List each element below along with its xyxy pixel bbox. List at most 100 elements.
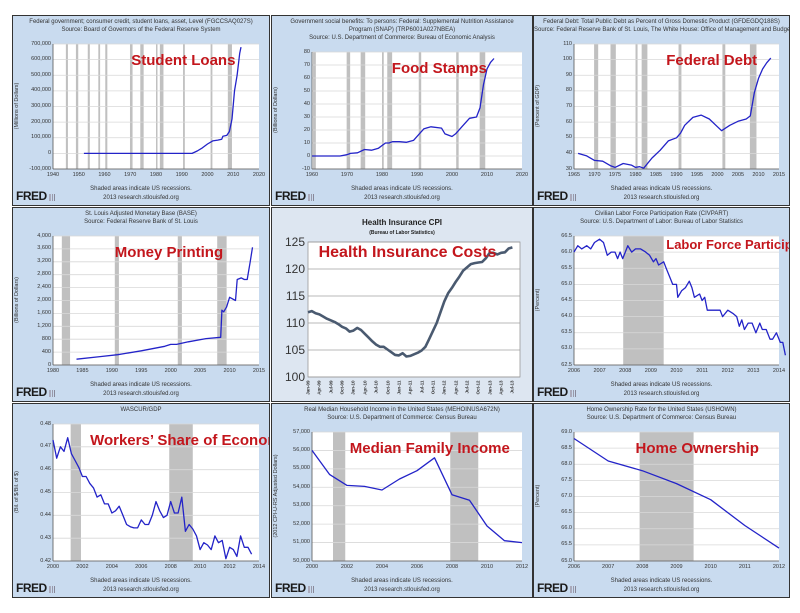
series-line (52, 437, 253, 560)
series-line (573, 238, 787, 356)
fred-logo-text: FRED (275, 189, 306, 203)
x-tick-label: 1940 (46, 172, 60, 178)
y-tick-label: 67.5 (561, 476, 572, 483)
y-axis-label: (Percent) (535, 484, 541, 507)
chart-source-line: Federal Debt: Total Public Debt as Perce… (543, 19, 780, 25)
source-url: 2013 research.stlouisfed.org (364, 195, 440, 201)
source-url: 2013 research.stlouisfed.org (623, 195, 700, 201)
x-tick-label: 1995 (135, 368, 148, 374)
y-axis-label: (Millions of Dollars) (14, 82, 20, 129)
source-url: 2013 research.stlouisfed.org (103, 195, 179, 201)
fred-logo-text: FRED (537, 385, 568, 399)
y-axis-label: (Billions of Dollars) (14, 276, 20, 323)
recession-bar (387, 52, 393, 169)
chart-overlay-label: Health Insurance Costs (318, 244, 497, 261)
y-tick-label: 110 (285, 316, 305, 330)
x-tick-label: 1985 (76, 368, 89, 374)
y-tick-label: 51,000 (293, 539, 310, 546)
y-tick-label: 65.5 (561, 264, 572, 271)
x-tick-label: 2000 (445, 172, 459, 178)
chart-source-line: Government social benefits: To persons: … (290, 19, 514, 25)
recession-note: Shaded areas indicate US recessions. (90, 382, 192, 388)
fred-logo: FRED (275, 581, 314, 595)
y-tick-label: 68.5 (561, 444, 572, 451)
y-tick-label: 0.48 (40, 420, 51, 427)
x-tick-label: 2010 (480, 172, 494, 178)
y-tick-label: 62.5 (561, 361, 572, 368)
x-tick-label: 2009 (644, 368, 657, 374)
y-tick-label: 4,000 (37, 232, 51, 239)
x-tick-label: Jan-11 (396, 380, 402, 395)
x-tick-label: 1970 (588, 172, 601, 178)
y-axis-label: (Percent of GDP) (535, 84, 541, 127)
recession-bar (313, 52, 316, 169)
chart-source-line: Source: U.S. Department of Commerce: Cen… (327, 415, 477, 421)
chart-source-line: Source: Federal Reserve Bank of St. Loui… (534, 27, 790, 33)
y-tick-label: 105 (284, 343, 305, 357)
fred-chart-icon (569, 194, 576, 201)
x-tick-label: Jul-12 (464, 380, 470, 394)
y-tick-label: 1,200 (37, 322, 51, 329)
x-tick-label: 2014 (772, 368, 786, 374)
y-tick-label: 400,000 (31, 87, 51, 94)
plot-area (311, 431, 523, 562)
y-tick-label: 65.0 (561, 557, 572, 564)
y-tick-label: 60 (303, 74, 310, 81)
y-tick-label: 63.5 (561, 329, 572, 336)
x-tick-label: 2015 (772, 172, 786, 178)
y-tick-label: 0.44 (40, 511, 51, 518)
y-tick-label: 100 (284, 370, 305, 384)
fred-chart-icon (569, 390, 576, 397)
y-tick-label: 66.0 (561, 248, 572, 255)
chart-panel-money-printing: St. Louis Adjusted Monetary Base (BASE) S… (12, 207, 270, 402)
x-tick-label: 2007 (593, 368, 606, 374)
source-url: 2013 research.stlouisfed.org (623, 391, 700, 397)
x-tick-label: 2006 (567, 564, 581, 570)
y-tick-label: 50 (303, 87, 310, 94)
fred-logo: FRED (16, 385, 55, 399)
y-tick-label: 2,000 (37, 297, 51, 303)
chart-panel-student-loans: Federal government; consumer credit, stu… (12, 15, 270, 206)
x-tick-label: 2008 (164, 564, 177, 570)
x-tick-label: Oct-10 (385, 380, 390, 395)
chart-overlay-label: Median Family Income (349, 440, 510, 457)
x-tick-label: 2004 (375, 564, 389, 570)
x-tick-label: Apr-10 (362, 380, 368, 395)
y-tick-label: 800 (41, 335, 51, 342)
x-tick-label: 2004 (105, 564, 118, 570)
fred-logo: FRED (16, 189, 55, 203)
x-tick-label: 2012 (223, 564, 236, 570)
chart-source-line: Source: Board of Governors of the Federa… (61, 27, 221, 33)
fred-logo-text: FRED (537, 189, 568, 203)
x-tick-label: 2014 (252, 564, 266, 570)
x-tick-label: 2002 (340, 564, 354, 570)
y-tick-label: 80 (303, 48, 310, 55)
y-tick-label: 80 (565, 87, 572, 94)
chart-source-line: St. Louis Adjusted Monetary Base (BASE) (85, 211, 197, 217)
plot-area (307, 241, 521, 378)
y-tick-label: 400 (41, 348, 51, 355)
x-tick-label: 1990 (105, 368, 118, 374)
series-line (312, 58, 495, 157)
y-tick-label: 2,800 (37, 271, 51, 278)
y-tick-label: 1,600 (37, 309, 51, 316)
x-tick-label: Apr-11 (407, 380, 413, 395)
y-tick-label: 2,400 (37, 284, 51, 291)
x-tick-label: Jul-09 (328, 380, 334, 394)
x-tick-label: 2010 (752, 172, 765, 178)
y-tick-label: 3,600 (37, 245, 51, 252)
x-tick-label: 1990 (670, 172, 683, 178)
y-tick-label: 63.0 (561, 345, 572, 352)
y-tick-label: 0 (306, 152, 310, 159)
x-tick-label: 1975 (608, 172, 622, 178)
fred-chart-icon (307, 194, 314, 201)
chart-source-line: Program (SNAP) (TRP6001A027NBEA) (348, 27, 456, 33)
series-line (76, 247, 254, 360)
source-url: 2013 research.stlouisfed.org (103, 587, 179, 593)
y-tick-label: 50 (565, 134, 572, 141)
recession-bar (418, 52, 422, 169)
chart-source-line: Civilian Labor Force Participation Rate … (594, 211, 729, 217)
x-tick-label: 2000 (46, 564, 60, 570)
y-tick-label: 0.47 (40, 443, 51, 450)
x-tick-label: 2010 (227, 172, 240, 178)
